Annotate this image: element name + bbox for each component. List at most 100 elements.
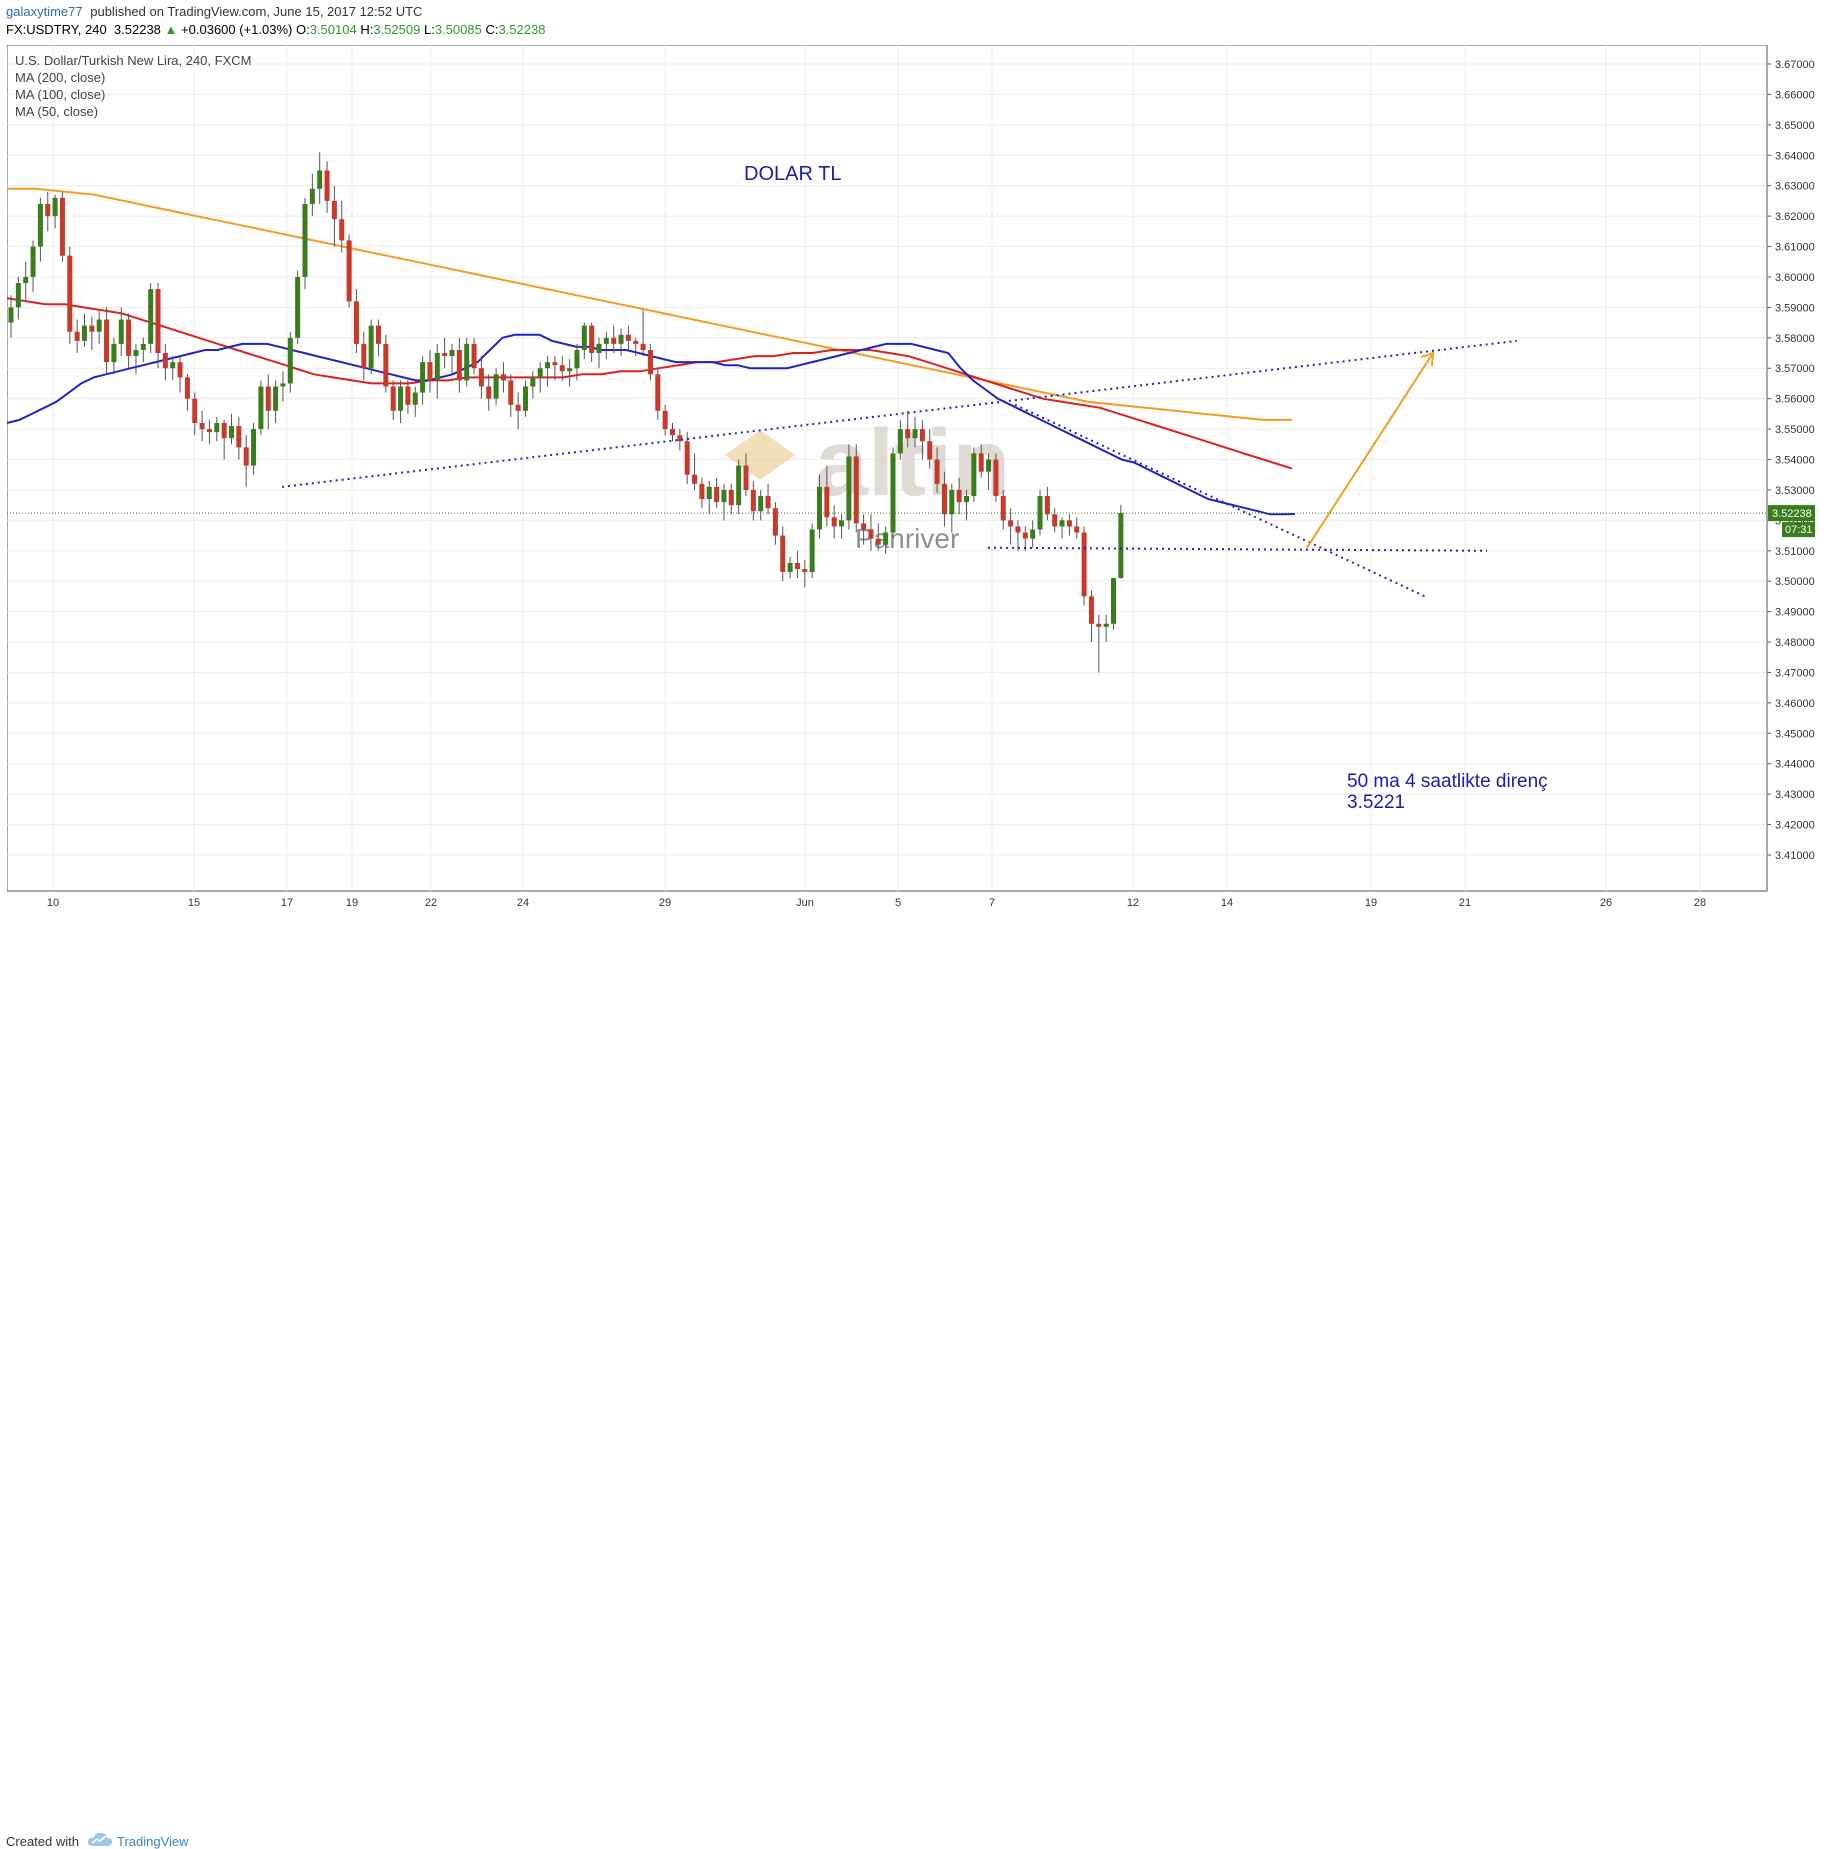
candle-body (927, 441, 933, 460)
candle-body (317, 170, 323, 189)
publish-line: galaxytime77 published on TradingView.co… (6, 4, 422, 19)
price-tick-label: 3.56000 (1775, 394, 1815, 406)
time-tick-label: 15 (188, 897, 200, 909)
price-tick-label: 3.51000 (1775, 546, 1815, 558)
candle-body (728, 489, 734, 506)
candle-body (817, 486, 822, 530)
published-text: published on TradingView.com, June 15, 2… (90, 4, 423, 19)
price-tick-label: 3.54000 (1775, 455, 1815, 467)
symbol-interval: FX:USDTRY, 240 (6, 22, 107, 37)
candle-body (941, 483, 947, 515)
candle-body (831, 517, 837, 527)
candle-body (15, 283, 21, 308)
price-tick-label: 3.47000 (1775, 667, 1815, 679)
candle-body (1111, 578, 1116, 624)
legend-title: U.S. Dollar/Turkish New Lira, 240, FXCM (15, 53, 252, 68)
candle-body (353, 301, 359, 344)
price-tick-label: 3.45000 (1775, 728, 1815, 740)
price-tick-label: 3.50000 (1775, 576, 1815, 588)
legend-ma200[interactable]: MA (200, close) (15, 70, 106, 85)
last-price-tag-text: 3.52238 (1772, 508, 1812, 520)
candle-body (934, 459, 940, 484)
last-price: 3.52238 (113, 22, 161, 37)
chart-legend: U.S. Dollar/Turkish New Lira, 240, FXCM … (15, 52, 251, 120)
candle-body (390, 386, 396, 411)
candle-body (59, 197, 65, 256)
time-tick-label: 10 (47, 897, 59, 909)
tradingview-link[interactable]: TradingView (117, 1834, 189, 1849)
candle-body (398, 386, 404, 411)
price-chart[interactable]: altin Panriver 3.410003.420003.430003.44… (6, 44, 1824, 911)
candle-body (839, 520, 845, 527)
candle-body (346, 240, 352, 302)
candle-body (412, 392, 418, 405)
watermark-logo-icon (725, 430, 795, 480)
time-tick-label: 14 (1221, 897, 1233, 909)
candle-body (236, 426, 242, 448)
note-line-2: 3.5221 (1347, 792, 1405, 813)
candle-body (1022, 532, 1028, 539)
legend-ma100[interactable]: MA (100, close) (15, 87, 106, 102)
candle-body (1008, 520, 1014, 527)
time-tick-label: 29 (659, 897, 671, 909)
candle-body (618, 334, 624, 344)
candle-body (170, 362, 176, 369)
time-tick-label: 28 (1694, 897, 1706, 909)
candle-body (184, 377, 190, 399)
title-annotation: DOLAR TL (744, 163, 841, 185)
candle-body (523, 386, 528, 411)
price-tick-label: 3.49000 (1775, 607, 1815, 619)
candle-body (824, 486, 830, 518)
price-tick-label: 3.46000 (1775, 698, 1815, 710)
candle-body (420, 362, 426, 393)
low-label: L: (423, 22, 435, 37)
candle-body (625, 334, 631, 341)
candle-body (949, 489, 955, 515)
legend-ma50[interactable]: MA (50, close) (15, 104, 99, 119)
candle-body (596, 343, 602, 354)
close-label: C: (485, 22, 499, 37)
candle-body (324, 170, 330, 201)
candle-body (611, 337, 617, 344)
candle-body (434, 353, 440, 381)
candle-body (853, 456, 859, 524)
candle-body (493, 374, 499, 399)
candle-body (765, 496, 771, 509)
candle-body (971, 453, 977, 497)
price-tick-label: 3.57000 (1775, 363, 1815, 375)
candle-body (993, 459, 999, 497)
price-tick-label: 3.66000 (1775, 89, 1815, 101)
price-tick-label: 3.41000 (1775, 850, 1815, 862)
created-with-text: Created with (6, 1834, 79, 1849)
note-line-1: 50 ma 4 saatlikte direnç (1347, 771, 1548, 792)
candle-body (456, 349, 462, 381)
time-axis[interactable]: 10 15 17 19 22 24 29 Jun 5 7 12 14 19 21 26 28 (47, 897, 1706, 909)
candle-body (287, 337, 293, 384)
candle-body (787, 562, 793, 573)
candle-body (1044, 496, 1050, 515)
candle-body (750, 489, 756, 512)
candle-body (552, 362, 558, 366)
time-tick-label: 21 (1459, 897, 1471, 909)
candle-body (331, 200, 337, 220)
candle-body (868, 529, 874, 539)
price-tick-label: 3.61000 (1775, 242, 1815, 254)
price-tick-label: 3.58000 (1775, 333, 1815, 345)
price-tick-label: 3.44000 (1775, 759, 1815, 771)
candle-body (258, 386, 264, 430)
candle-body (919, 429, 925, 442)
candle-body (905, 429, 911, 439)
candle-body (280, 383, 286, 387)
candle-body (361, 343, 367, 369)
candle-body (875, 538, 881, 545)
candle-body (1030, 529, 1036, 539)
up-arrow-shaft (1306, 352, 1434, 549)
high-label: H: (360, 22, 374, 37)
chart-area[interactable]: altin Panriver 3.41000 3.42000 3.43000 3.44… (6, 44, 1824, 911)
candle-body (1088, 596, 1094, 624)
price-axis[interactable]: 3.41000 3.42000 3.43000 3.44000 3.45000 3.460… (1767, 59, 1815, 862)
time-tick-label: 17 (281, 897, 293, 909)
author-link[interactable]: galaxytime77 (6, 4, 83, 19)
candle-body (1052, 514, 1058, 527)
candle-body (273, 386, 279, 411)
